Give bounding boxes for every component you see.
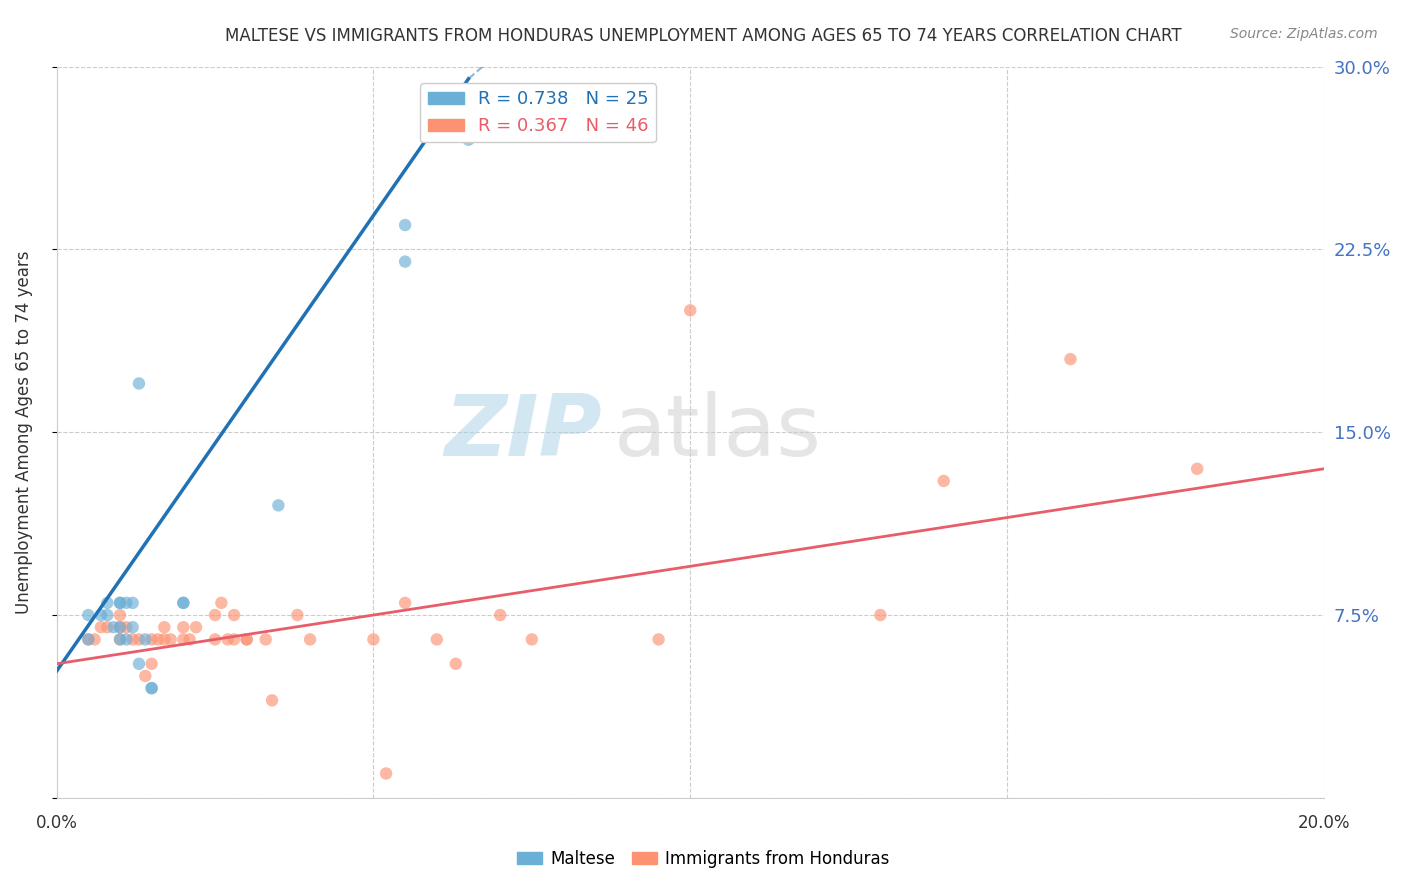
Point (153, 632, 176, 647)
Point (121, 596, 143, 610)
Point (141, 681, 163, 695)
Point (108, 596, 131, 610)
Point (108, 632, 131, 647)
Point (108, 607, 131, 622)
Point (235, 632, 257, 647)
Point (141, 681, 163, 695)
Text: atlas: atlas (614, 391, 823, 474)
Point (647, 632, 669, 647)
Point (77, 607, 100, 622)
Point (96, 607, 118, 622)
Point (222, 607, 245, 622)
Point (394, 596, 416, 610)
Point (932, 474, 955, 488)
Point (172, 596, 194, 610)
Point (90, 620, 112, 634)
Y-axis label: Unemployment Among Ages 65 to 74 years: Unemployment Among Ages 65 to 74 years (15, 251, 32, 614)
Point (172, 596, 194, 610)
Point (141, 632, 163, 647)
Point (115, 620, 138, 634)
Point (153, 620, 176, 634)
Point (1059, 352, 1081, 367)
Point (222, 632, 245, 647)
Point (869, 607, 891, 622)
Point (520, 632, 543, 647)
Legend: Maltese, Immigrants from Honduras: Maltese, Immigrants from Honduras (510, 844, 896, 875)
Point (426, 632, 449, 647)
Point (108, 632, 131, 647)
Point (115, 596, 138, 610)
Point (90, 607, 112, 622)
Point (108, 596, 131, 610)
Point (457, 133, 479, 147)
Point (267, 499, 290, 513)
Point (108, 620, 131, 634)
Point (146, 632, 169, 647)
Point (172, 632, 194, 647)
Point (363, 632, 385, 647)
Point (444, 657, 467, 671)
Point (77, 632, 100, 647)
Point (1185, 462, 1208, 476)
Point (134, 669, 156, 683)
Point (209, 596, 232, 610)
Text: 0.0%: 0.0% (35, 814, 77, 832)
Point (141, 657, 163, 671)
Point (679, 303, 702, 318)
Point (96, 596, 118, 610)
Point (204, 632, 226, 647)
Point (184, 620, 207, 634)
Point (108, 620, 131, 634)
Point (83, 632, 105, 647)
Point (204, 607, 226, 622)
Text: Source: ZipAtlas.com: Source: ZipAtlas.com (1230, 27, 1378, 41)
Point (128, 657, 150, 671)
Point (121, 620, 143, 634)
Point (128, 632, 150, 647)
Point (260, 693, 283, 707)
Point (287, 607, 309, 622)
Point (394, 254, 416, 268)
Point (299, 632, 322, 647)
Point (254, 632, 277, 647)
Point (375, 766, 398, 780)
Point (172, 620, 194, 634)
Legend: R = 0.738   N = 25, R = 0.367   N = 46: R = 0.738 N = 25, R = 0.367 N = 46 (420, 83, 657, 143)
Point (217, 632, 239, 647)
Point (121, 632, 143, 647)
Point (96, 620, 118, 634)
Text: MALTESE VS IMMIGRANTS FROM HONDURAS UNEMPLOYMENT AMONG AGES 65 TO 74 YEARS CORRE: MALTESE VS IMMIGRANTS FROM HONDURAS UNEM… (225, 27, 1181, 45)
Point (128, 376, 150, 391)
Point (115, 632, 138, 647)
Point (134, 632, 156, 647)
Point (103, 620, 125, 634)
Point (235, 632, 257, 647)
Point (394, 218, 416, 232)
Point (489, 607, 512, 622)
Text: ZIP: ZIP (444, 391, 602, 474)
Point (159, 632, 181, 647)
Point (179, 632, 201, 647)
Text: 20.0%: 20.0% (1298, 814, 1350, 832)
Point (77, 632, 100, 647)
